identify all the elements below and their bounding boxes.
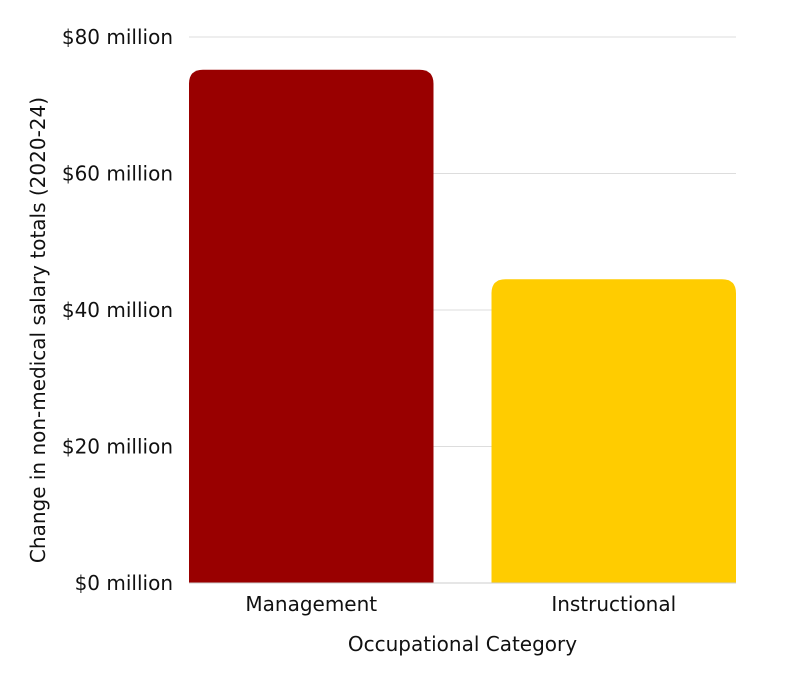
y-tick-label: $40 million bbox=[62, 298, 173, 322]
bar-management bbox=[189, 69, 434, 583]
x-axis-title: Occupational Category bbox=[348, 632, 577, 656]
x-tick-label: Management bbox=[245, 592, 377, 616]
bar-instructional bbox=[491, 279, 736, 583]
y-tick-label: $20 million bbox=[62, 435, 173, 459]
y-tick-label: $80 million bbox=[62, 25, 173, 49]
y-tick-label: $60 million bbox=[62, 162, 173, 186]
y-axis-ticks: $0 million $20 million $40 million $60 mill… bbox=[62, 25, 173, 595]
y-tick-label: $0 million bbox=[75, 571, 173, 595]
x-axis-ticks: Management Instructional bbox=[245, 592, 676, 616]
bars bbox=[189, 69, 736, 583]
y-axis-title: Change in non-medical salary totals (202… bbox=[26, 97, 50, 563]
x-tick-label: Instructional bbox=[551, 592, 676, 616]
